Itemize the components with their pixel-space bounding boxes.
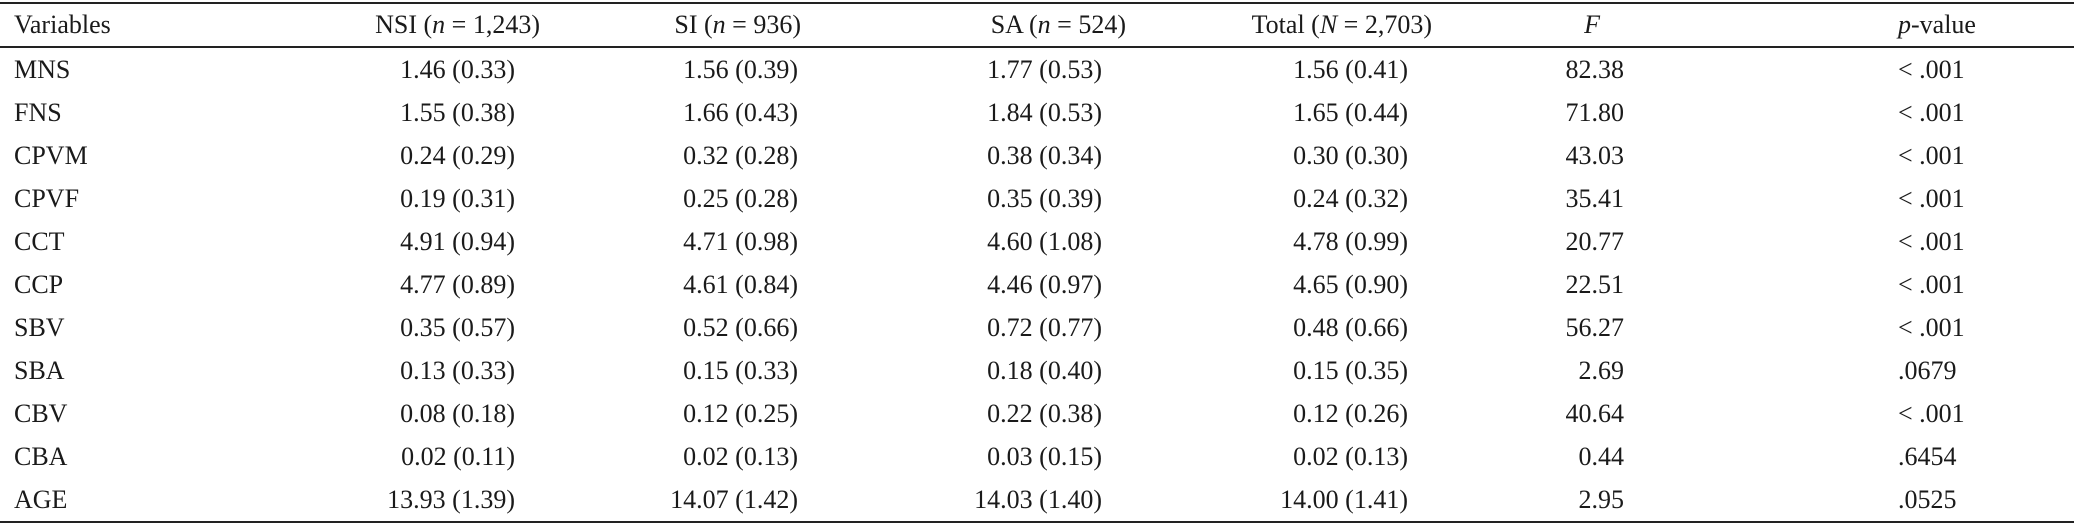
cell-total: 0.48 (0.66): [1293, 313, 1408, 342]
cell-variable: SBA: [14, 356, 65, 385]
cell-f: 2.95: [1578, 485, 1625, 514]
cell-si: 14.07 (1.42): [670, 485, 798, 514]
cell-nsi: 0.08 (0.18): [400, 399, 515, 428]
header-variables: Variables: [14, 10, 111, 39]
cell-nsi: 0.13 (0.33): [400, 356, 515, 385]
cell-variable: MNS: [14, 55, 71, 84]
cell-nsi: 4.91 (0.94): [400, 227, 515, 256]
cell-total: 1.65 (0.44): [1293, 98, 1408, 127]
cell-si: 0.15 (0.33): [683, 356, 798, 385]
cell-si: 0.32 (0.28): [683, 141, 798, 170]
cell-p-value: < .001: [1898, 55, 1965, 84]
cell-p-value: < .001: [1898, 184, 1965, 213]
cell-sa: 4.60 (1.08): [987, 227, 1102, 256]
cell-total: 0.02 (0.13): [1293, 442, 1408, 471]
table-row: SBA 0.13 (0.33) 0.15 (0.33) 0.18 (0.40) 0.15…: [0, 349, 2074, 392]
cell-f: 43.03: [1565, 141, 1625, 170]
table-body: MNS 1.46 (0.33) 1.56 (0.39) 1.77 (0.53) 1.56…: [0, 47, 2074, 522]
cell-sa: 4.46 (0.97): [987, 270, 1102, 299]
table-row: CBV 0.08 (0.18) 0.12 (0.25) 0.22 (0.38) 0.12…: [0, 392, 2074, 435]
cell-si: 0.52 (0.66): [683, 313, 798, 342]
cell-total: 0.24 (0.32): [1293, 184, 1408, 213]
cell-total: 1.56 (0.41): [1293, 55, 1408, 84]
cell-nsi: 0.35 (0.57): [400, 313, 515, 342]
cell-si: 0.02 (0.13): [683, 442, 798, 471]
cell-sa: 0.72 (0.77): [987, 313, 1102, 342]
table-row: MNS 1.46 (0.33) 1.56 (0.39) 1.77 (0.53) 1.56…: [0, 47, 2074, 91]
cell-nsi: 0.19 (0.31): [400, 184, 515, 213]
table-row: CCP 4.77 (0.89) 4.61 (0.84) 4.46 (0.97) 4.65…: [0, 263, 2074, 306]
cell-variable: CPVF: [14, 184, 80, 213]
cell-p-value: .6454: [1898, 442, 1957, 471]
cell-p-value: .0525: [1898, 485, 1957, 514]
cell-variable: FNS: [14, 98, 62, 127]
cell-variable: CPVM: [14, 141, 88, 170]
cell-f: 56.27: [1565, 313, 1625, 342]
cell-sa: 0.18 (0.40): [987, 356, 1102, 385]
cell-total: 4.65 (0.90): [1293, 270, 1408, 299]
cell-nsi: 4.77 (0.89): [400, 270, 515, 299]
cell-si: 0.25 (0.28): [683, 184, 798, 213]
cell-variable: AGE: [14, 485, 68, 514]
cell-f: 35.41: [1565, 184, 1625, 213]
cell-si: 1.56 (0.39): [683, 55, 798, 84]
cell-p-value: < .001: [1898, 227, 1965, 256]
cell-si: 4.71 (0.98): [683, 227, 798, 256]
table-row: CPVF 0.19 (0.31) 0.25 (0.28) 0.35 (0.39) 0.2…: [0, 177, 2074, 220]
header-row: Variables NSI (n = 1,243) SI (n = 936) S…: [0, 3, 2074, 47]
table-row: AGE 13.93 (1.39) 14.07 (1.42) 14.03 (1.40) 1…: [0, 478, 2074, 522]
table-row: FNS 1.55 (0.38) 1.66 (0.43) 1.84 (0.53) 1.65…: [0, 91, 2074, 134]
cell-p-value: < .001: [1898, 313, 1965, 342]
cell-total: 0.15 (0.35): [1293, 356, 1408, 385]
cell-variable: CBV: [14, 399, 68, 428]
cell-nsi: 1.55 (0.38): [400, 98, 515, 127]
cell-variable: SBV: [14, 313, 65, 342]
cell-variable: CCT: [14, 227, 65, 256]
table-row: CCT 4.91 (0.94) 4.71 (0.98) 4.60 (1.08) 4.78…: [0, 220, 2074, 263]
cell-si: 0.12 (0.25): [683, 399, 798, 428]
cell-sa: 14.03 (1.40): [974, 485, 1102, 514]
cell-nsi: 0.02 (0.11): [401, 442, 515, 471]
header-total: Total (N = 2,703): [1251, 10, 1432, 39]
cell-p-value: < .001: [1898, 399, 1965, 428]
cell-sa: 1.84 (0.53): [987, 98, 1102, 127]
cell-f: 40.64: [1565, 399, 1625, 428]
cell-f: 20.77: [1565, 227, 1625, 256]
table-row: SBV 0.35 (0.57) 0.52 (0.66) 0.72 (0.77) 0.48…: [0, 306, 2074, 349]
cell-sa: 1.77 (0.53): [987, 55, 1102, 84]
cell-sa: 0.35 (0.39): [987, 184, 1102, 213]
cell-total: 4.78 (0.99): [1293, 227, 1408, 256]
cell-f: 71.80: [1565, 98, 1625, 127]
cell-nsi: 0.24 (0.29): [400, 141, 515, 170]
cell-sa: 0.38 (0.34): [987, 141, 1102, 170]
cell-sa: 0.03 (0.15): [987, 442, 1102, 471]
table-row: CPVM 0.24 (0.29) 0.32 (0.28) 0.38 (0.34) 0.3…: [0, 134, 2074, 177]
header-p-value: p-value: [1898, 10, 1976, 39]
cell-f: 0.44: [1578, 442, 1625, 471]
header-f: F: [1584, 10, 1600, 39]
cell-p-value: < .001: [1898, 270, 1965, 299]
cell-nsi: 13.93 (1.39): [387, 485, 515, 514]
cell-si: 4.61 (0.84): [683, 270, 798, 299]
cell-variable: CCP: [14, 270, 64, 299]
cell-variable: CBA: [14, 442, 68, 471]
cell-nsi: 1.46 (0.33): [400, 55, 515, 84]
cell-si: 1.66 (0.43): [683, 98, 798, 127]
cell-p-value: .0679: [1898, 356, 1957, 385]
cell-f: 82.38: [1565, 55, 1625, 84]
cell-p-value: < .001: [1898, 98, 1965, 127]
table-row: CBA 0.02 (0.11) 0.02 (0.13) 0.03 (0.15) 0.02…: [0, 435, 2074, 478]
cell-total: 0.30 (0.30): [1293, 141, 1408, 170]
header-nsi: NSI (n = 1,243): [375, 10, 540, 39]
cell-f: 2.69: [1578, 356, 1625, 385]
cell-total: 14.00 (1.41): [1280, 485, 1408, 514]
cell-total: 0.12 (0.26): [1293, 399, 1408, 428]
cell-sa: 0.22 (0.38): [987, 399, 1102, 428]
cell-p-value: < .001: [1898, 141, 1965, 170]
cell-f: 22.51: [1565, 270, 1625, 299]
header-sa: SA (n = 524): [990, 10, 1126, 39]
header-si: SI (n = 936): [674, 10, 801, 39]
